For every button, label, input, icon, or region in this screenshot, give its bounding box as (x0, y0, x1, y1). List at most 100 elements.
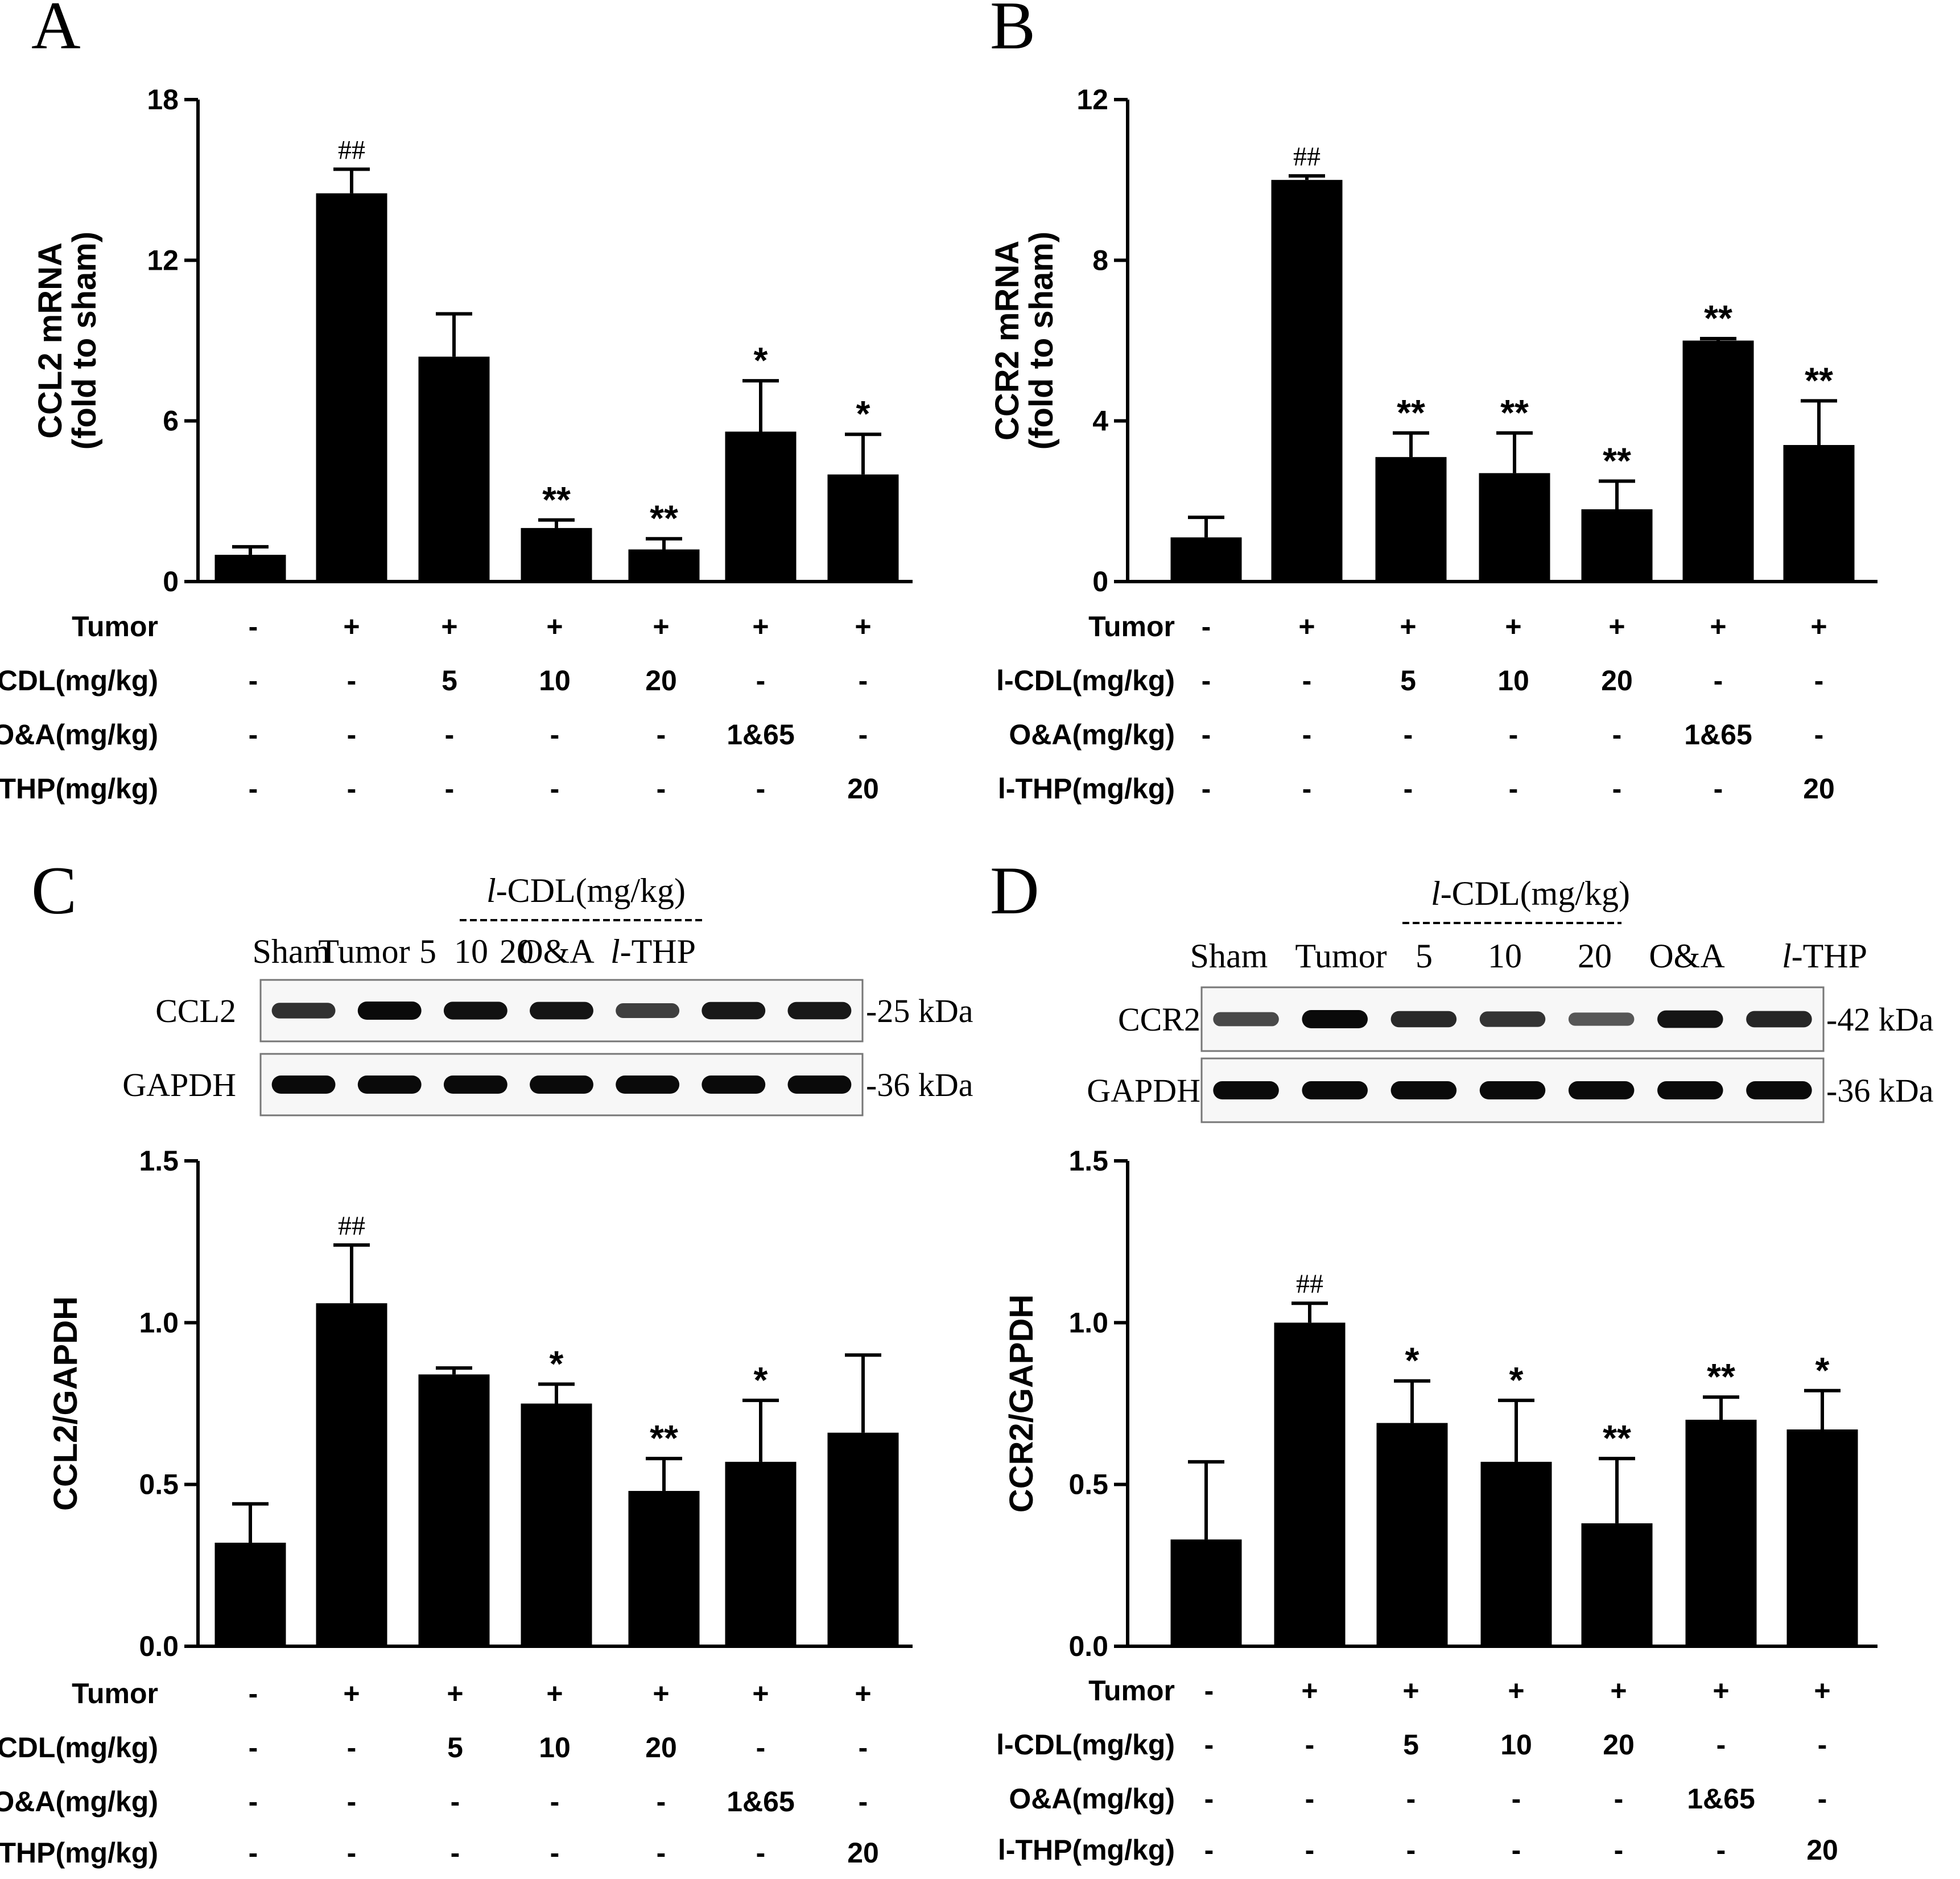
significance-label: ** (1704, 298, 1732, 339)
blot-band (1479, 1011, 1546, 1027)
blot-band (1479, 1081, 1546, 1099)
blot-row-kda: -36 kDa (866, 1066, 973, 1103)
treatment-cell: - (657, 1837, 666, 1869)
treatment-cell: 10 (1500, 1729, 1532, 1761)
blot-group-label-italic: l (1431, 875, 1441, 912)
blot-band (1390, 1081, 1457, 1099)
blot-lane-label: Tumor (1295, 937, 1387, 975)
y-tick-label: 1.5 (139, 1145, 179, 1177)
treatment-cell: + (1713, 1675, 1729, 1707)
bar (725, 1461, 797, 1646)
blot-band (443, 1076, 507, 1094)
treatment-cell: + (1710, 611, 1726, 642)
y-axis-label: CCL2 mRNA (32, 242, 69, 439)
treatment-cell: - (1509, 719, 1519, 751)
blot-lane-label-italic: l (1782, 937, 1792, 975)
y-axis-label: CCR2/GAPDH (1003, 1295, 1040, 1513)
treatment-cell: - (550, 719, 560, 751)
treatment-cell: 20 (1601, 665, 1633, 697)
treatment-cell: 5 (1400, 665, 1416, 697)
treatment-cell: - (1512, 1783, 1521, 1815)
bar (1480, 1461, 1552, 1646)
significance-label: * (754, 1359, 768, 1400)
y-tick-label: 6 (163, 405, 179, 437)
blot-row-name: GAPDH (122, 1066, 236, 1103)
blot-band (357, 1076, 422, 1094)
treatment-cell: 1&65 (1684, 719, 1752, 751)
bar (827, 1432, 899, 1646)
treatment-cell: - (1305, 1729, 1315, 1761)
treatment-cell: - (1204, 1783, 1214, 1815)
treatment-cell: - (249, 719, 258, 751)
bar (1786, 1429, 1858, 1646)
treatment-row-label: Tumor (72, 611, 158, 642)
significance-label: * (1405, 1340, 1420, 1381)
y-tick-label: 12 (1076, 84, 1108, 116)
blot-lane-label: 5 (1416, 937, 1433, 975)
blot-lane-label: 20 (500, 933, 534, 970)
y-tick-label: 8 (1092, 244, 1108, 276)
blot-band (271, 1076, 336, 1094)
significance-label: ** (1805, 360, 1833, 401)
treatment-cell: 20 (1803, 773, 1835, 805)
treatment-row-label: l-CDL(mg/kg) (0, 665, 158, 697)
panel-b: B 0 4 8 12 CCR2 mRNA(fold to sham) ## ** ** ** ** *… (989, 0, 1878, 805)
treatment-cell: - (249, 1678, 258, 1709)
treatment-row-label: l-CDL(mg/kg) (996, 665, 1175, 697)
y-axis-label: CCL2/GAPDH (47, 1296, 84, 1511)
treatment-cell: - (1716, 1834, 1726, 1866)
treatment-cell: - (249, 1837, 258, 1869)
treatment-cell: + (1810, 611, 1827, 642)
treatment-cell: - (1612, 773, 1622, 805)
significance-label: ** (1603, 440, 1631, 481)
significance-label: * (1509, 1359, 1524, 1400)
blot-row-name: GAPDH (1087, 1072, 1200, 1109)
treatment-cell: + (343, 611, 360, 642)
treatment-cell: - (249, 1732, 258, 1763)
y-tick-label: 0.0 (139, 1630, 179, 1662)
treatment-cell: - (657, 719, 666, 751)
treatment-cell: + (1298, 611, 1315, 642)
treatment-cell: - (451, 1786, 460, 1818)
y-tick-label: 12 (147, 244, 179, 276)
bar (1376, 1423, 1448, 1646)
treatment-cell: - (1512, 1834, 1521, 1866)
treatment-cell: - (756, 665, 766, 697)
treatment-cell: - (1404, 773, 1413, 805)
treatment-cell: - (859, 1786, 868, 1818)
treatment-cell: - (1302, 719, 1312, 751)
treatment-cell: - (1714, 773, 1723, 805)
blot-band (616, 1076, 680, 1094)
y-tick-label: 0 (1092, 566, 1108, 598)
bar (628, 549, 700, 582)
blot-band (1302, 1081, 1368, 1099)
treatment-cell: 1&65 (727, 1786, 795, 1818)
treatment-cell: 20 (645, 665, 677, 697)
treatment-row-label: l-THP(mg/kg) (0, 1837, 158, 1869)
treatment-cell: - (1814, 719, 1824, 751)
treatment-row-label: Tumor (72, 1678, 158, 1709)
significance-label: ** (542, 479, 571, 520)
y-tick-label: 0.5 (1068, 1469, 1108, 1501)
y-tick-label: 0.0 (1068, 1630, 1108, 1662)
bar (1170, 1539, 1242, 1646)
significance-label: * (754, 340, 768, 381)
treatment-row-label: Tumor (1088, 611, 1175, 642)
bar (1375, 457, 1447, 582)
blot-band (616, 1003, 680, 1018)
treatment-cell: - (1818, 1783, 1827, 1815)
treatment-cell: - (1814, 665, 1824, 697)
treatment-cell: - (1612, 719, 1622, 751)
bar (827, 474, 899, 582)
bar (1783, 445, 1855, 582)
blot-lane-label-text: -THP (1792, 937, 1867, 975)
blot-lane-label: Tumor (318, 933, 410, 970)
bar (1581, 1523, 1653, 1646)
treatment-cell: - (1204, 1834, 1214, 1866)
treatment-cell: + (752, 611, 769, 642)
blot-lane-label-italic: l (610, 933, 620, 970)
bar (725, 431, 797, 582)
treatment-cell: - (249, 665, 258, 697)
treatment-cell: 5 (1403, 1729, 1419, 1761)
treatment-cell: 1&65 (1687, 1783, 1755, 1815)
